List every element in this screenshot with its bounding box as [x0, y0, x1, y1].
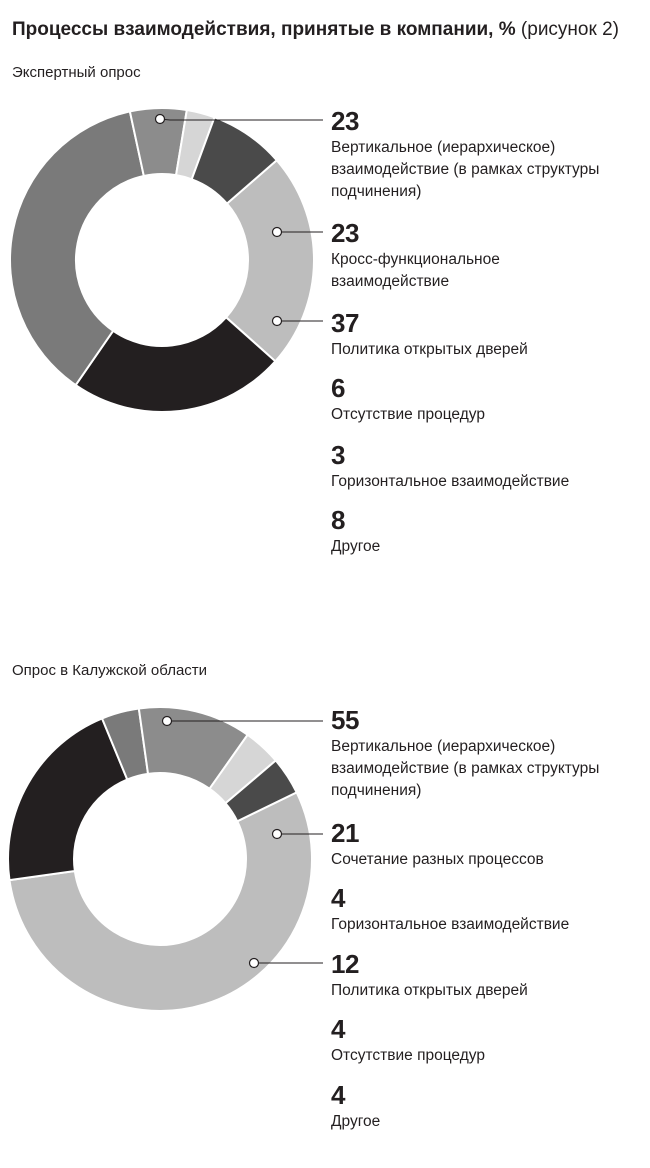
chart-2-leader-dot-3: [248, 957, 260, 969]
chart-2-data-label: 21: [331, 818, 359, 848]
chart-2-legend-label: Сочетание разных процессов: [331, 851, 544, 868]
chart-1-slice-2: [74, 315, 277, 413]
chart-2-leader-dot-2: [271, 828, 283, 840]
chart-1-data-label: 8: [331, 505, 345, 535]
chart-1-legend-label: Вертикальное (иерархическое) взаимодейст…: [331, 139, 600, 200]
chart-1-slice-6: [190, 116, 279, 205]
chart-1-legend-label: Другое: [331, 538, 381, 555]
chart-2-data-label: 12: [331, 949, 359, 979]
chart-2-data-label: 4: [331, 1014, 345, 1044]
chart-2-data-label: 55: [331, 705, 359, 735]
chart-1-legend-label: Горизонтальное взаимодействие: [331, 473, 570, 490]
chart-2-leader-dot-1: [161, 715, 173, 727]
chart-1-slice-1: [224, 158, 315, 363]
chart-2-legend-label: Отсутствие процедур: [331, 1047, 485, 1064]
chart-2-slice-6: [224, 759, 298, 823]
chart-1-legend-label: Отсутствие процедур: [331, 406, 485, 423]
chart-2-legend-item: 55 Вертикальное (иерархическое) взаимодей…: [331, 706, 641, 802]
chart-1-data-label: 23: [331, 106, 359, 136]
chart-1-data-label: 6: [331, 373, 345, 403]
chart-1-legend-item: 8 Другое: [331, 506, 641, 558]
chart-2-legend-item: 4 Горизонтальное взаимодействие: [331, 884, 641, 936]
chart-2-legend-label: Другое: [331, 1113, 381, 1130]
chart-1-legend-item: 23 Кросс-функциональное взаимодействие: [331, 219, 641, 293]
chart-1-title: Экспертный опрос: [12, 64, 141, 81]
chart-1-legend-item: 37 Политика открытых дверей: [331, 309, 641, 361]
chart-1-leader-dot-1: [154, 113, 166, 125]
chart-2-title: Опрос в Калужской области: [12, 662, 208, 679]
chart-1-legend-label: Кросс-функциональное взаимодействие: [331, 251, 500, 290]
chart-2-legend-label: Вертикальное (иерархическое) взаимодейст…: [331, 738, 600, 799]
chart-2-slice-2: [7, 717, 129, 882]
chart-1-data-label: 37: [331, 308, 359, 338]
chart-2-legend-label: Политика открытых дверей: [331, 982, 528, 999]
chart-2-legend-item: 21 Сочетание разных процессов: [331, 819, 641, 871]
chart-2-legend-item: 4 Другое: [331, 1081, 641, 1133]
chart-1-legend-item: 3 Горизонтальное взаимодействие: [331, 441, 641, 493]
chart-2-data-label: 4: [331, 883, 345, 913]
page-title-main: Процессы взаимодействия, принятые в комп…: [12, 19, 516, 40]
chart-1-data-label: 3: [331, 440, 345, 470]
chart-1-donut: [9, 107, 323, 413]
chart-1-slice-3: [9, 110, 146, 387]
chart-2-legend-item: 4 Отсутствие процедур: [331, 1015, 641, 1067]
chart-2-donut: [7, 706, 323, 1012]
chart-1-data-label: 23: [331, 218, 359, 248]
chart-1-leader-dot-3: [271, 315, 283, 327]
chart-2-slice-1: [8, 791, 313, 1012]
page-title-figure-ref: (рисунок 2): [520, 19, 619, 40]
chart-1-legend-item: 23 Вертикальное (иерархическое) взаимодей…: [331, 107, 641, 203]
chart-1-leader-dot-2: [271, 226, 283, 238]
chart-1-legend-item: 6 Отсутствие процедур: [331, 374, 641, 426]
chart-2-data-label: 4: [331, 1080, 345, 1110]
page-title: Процессы взаимодействия, принятые в комп…: [12, 18, 619, 42]
chart-1-legend-label: Политика открытых дверей: [331, 341, 528, 358]
chart-2-legend-label: Горизонтальное взаимодействие: [331, 916, 570, 933]
chart-2-legend-item: 12 Политика открытых дверей: [331, 950, 641, 1002]
